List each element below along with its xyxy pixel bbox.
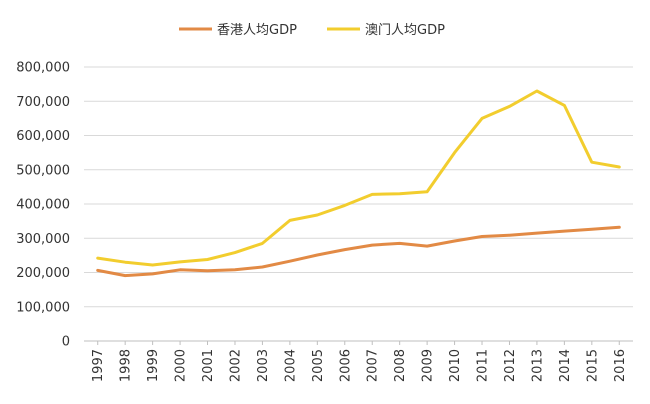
series-line-macau [96, 89, 621, 267]
y-axis-tick-labels: 0 100,000 200,000 300,000 400,000 500,000 600,… [16, 61, 70, 350]
data-point-macau [343, 204, 346, 207]
data-point-macau [151, 263, 154, 266]
x-tick-label: 2002 [228, 349, 243, 382]
data-point-macau [508, 105, 511, 108]
y-tick-label: 300,000 [16, 232, 70, 247]
y-tick-label: 600,000 [16, 129, 70, 144]
y-tick-label: 100,000 [16, 300, 70, 315]
data-point-hk [343, 248, 346, 251]
legend: 香港人均GDP 澳门人均GDP [179, 22, 445, 38]
data-point-macau [535, 89, 538, 92]
y-tick-label: 700,000 [16, 95, 70, 110]
data-point-macau [371, 193, 374, 196]
x-tick-label: 2006 [338, 349, 353, 382]
y-tick-label: 500,000 [16, 163, 70, 178]
data-point-hk [481, 235, 484, 238]
data-point-hk [316, 254, 319, 257]
data-point-hk [426, 245, 429, 248]
series-line-hk [96, 225, 621, 278]
data-point-hk [179, 268, 182, 271]
data-point-macau [288, 219, 291, 222]
legend-label-hk: 香港人均GDP [217, 23, 297, 38]
x-tick-label: 2013 [530, 349, 545, 382]
data-point-hk [206, 269, 209, 272]
data-point-macau [233, 251, 236, 254]
data-point-hk [124, 274, 127, 277]
data-point-hk [261, 266, 264, 269]
x-tick-label: 2015 [585, 349, 600, 382]
x-tick-label: 2003 [256, 349, 271, 382]
x-tick-label: 2008 [393, 349, 408, 382]
x-tick-label: 2007 [366, 349, 381, 382]
x-tick-label: 2004 [283, 349, 298, 382]
data-point-macau [261, 242, 264, 245]
x-tick-label: 2016 [613, 349, 628, 382]
series-lines [96, 89, 621, 278]
data-point-hk [453, 239, 456, 242]
grid-lines [84, 66, 633, 308]
x-tick-label: 2011 [476, 349, 491, 382]
data-point-macau [179, 260, 182, 263]
x-tick-label: 2010 [448, 349, 463, 382]
data-point-macau [316, 213, 319, 216]
data-point-hk [398, 242, 401, 245]
data-point-macau [398, 192, 401, 195]
data-point-macau [96, 257, 99, 260]
data-point-macau [426, 190, 429, 193]
data-point-macau [481, 117, 484, 120]
data-point-macau [453, 151, 456, 154]
x-axis-tick-labels: 1997 1998 1999 2000 2001 2002 2003 2004 2005 2006… [91, 341, 628, 382]
data-point-hk [590, 228, 593, 231]
x-tick-label: 2005 [311, 349, 326, 382]
data-point-macau [206, 258, 209, 261]
data-point-hk [618, 226, 621, 229]
data-point-hk [563, 230, 566, 233]
data-point-macau [124, 261, 127, 264]
data-point-hk [535, 232, 538, 235]
legend-label-macau: 澳门人均GDP [365, 22, 445, 38]
x-tick-label: 1999 [146, 349, 161, 382]
x-tick-label: 2014 [558, 349, 573, 382]
y-tick-label: 200,000 [16, 266, 70, 281]
data-point-hk [151, 272, 154, 275]
data-point-hk [288, 260, 291, 263]
x-tick-label: 1997 [91, 349, 106, 382]
x-tick-label: 2001 [201, 349, 216, 382]
data-point-hk [371, 244, 374, 247]
x-tick-label: 2000 [174, 349, 189, 382]
x-tick-label: 2009 [421, 349, 436, 382]
x-tick-label: 2012 [503, 349, 518, 382]
data-point-macau [590, 161, 593, 164]
data-point-hk [233, 268, 236, 271]
data-point-hk [96, 269, 99, 272]
y-tick-label: 0 [62, 335, 70, 350]
y-tick-label: 800,000 [16, 61, 70, 76]
data-point-macau [563, 104, 566, 107]
x-tick-label: 1998 [119, 349, 134, 382]
data-point-macau [618, 166, 621, 169]
y-tick-label: 400,000 [16, 198, 70, 213]
data-point-hk [508, 234, 511, 237]
